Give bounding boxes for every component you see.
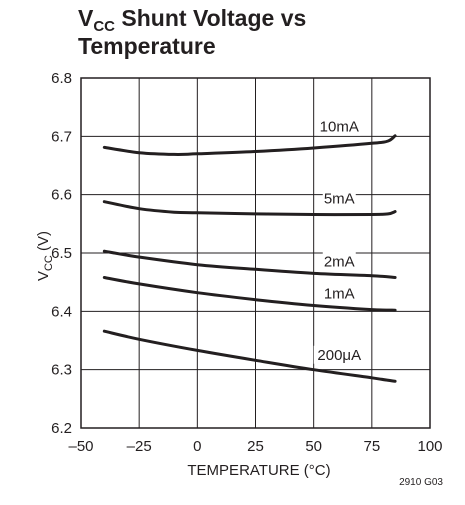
series-label: 200μA [317, 347, 361, 364]
label-layer: 10mA 5mA 2mA 1mA 200μA [313, 117, 365, 364]
title-symbol-subscript: CC [93, 18, 116, 35]
series-line-5mA [102, 200, 397, 217]
title-line1-rest: Shunt Voltage vs [115, 5, 307, 31]
series-label: 1mA [324, 286, 355, 303]
plot-frame [80, 77, 431, 429]
y-axis-title-subscript: CC [43, 255, 55, 271]
y-axis-title: VCC (V) [35, 231, 55, 281]
x-tick-label: 100 [417, 438, 442, 455]
y-axis-title-symbol: V [35, 271, 52, 281]
series-label: 5mA [324, 190, 355, 207]
series-line-1mA [102, 276, 397, 312]
y-axis-title-unit: (V) [35, 231, 52, 255]
chart-title: VCC Shunt Voltage vs Temperature [78, 6, 306, 59]
series-label-background [313, 345, 365, 364]
figure-code: 2910 G03 [399, 477, 443, 488]
series-label-background [322, 252, 356, 271]
series-label: 2mA [324, 253, 355, 270]
series-line-2mA [102, 249, 397, 279]
x-tick-label: 50 [305, 438, 322, 455]
y-tick-label: 6.8 [51, 70, 72, 87]
tick-label-layer: –50 –25 0 25 50 75 100 6.2 6.3 6.4 6.5 6.6 6.7 6.8 [51, 70, 442, 455]
series-line-10mA [102, 134, 397, 156]
series-label-background [322, 189, 356, 208]
x-axis-title: TEMPERATURE (°C) [187, 462, 330, 479]
y-tick-label: 6.6 [51, 187, 72, 204]
x-tick-label: –50 [68, 438, 93, 455]
x-tick-label: –25 [127, 438, 152, 455]
title-line2: Temperature [78, 33, 216, 59]
y-tick-label: 6.3 [51, 362, 72, 379]
series-label-background [322, 284, 356, 303]
x-tick-label: 75 [363, 438, 380, 455]
series-line-200μA [102, 329, 397, 383]
x-tick-label: 0 [193, 438, 201, 455]
y-tick-label: 6.4 [51, 303, 72, 320]
x-tick-label: 25 [247, 438, 264, 455]
y-tick-label: 6.5 [51, 245, 72, 262]
series-label: 10mA [320, 119, 359, 136]
y-tick-label: 6.2 [51, 420, 72, 437]
y-tick-label: 6.7 [51, 128, 72, 145]
series-layer [102, 134, 397, 383]
title-symbol: V [78, 5, 94, 31]
series-label-background [318, 117, 361, 136]
grid-layer [81, 78, 430, 428]
